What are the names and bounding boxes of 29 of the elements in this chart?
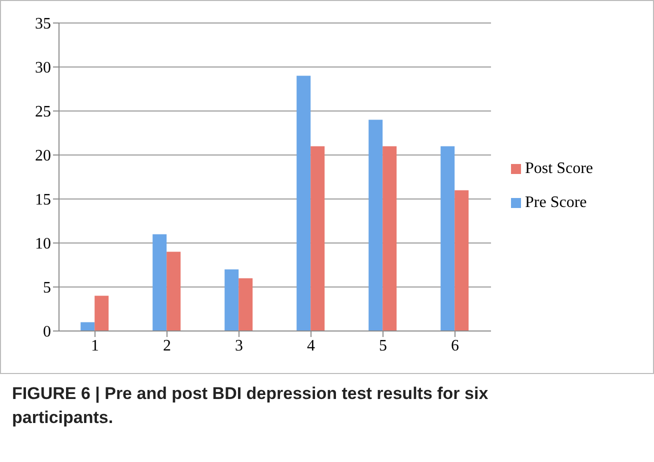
x-tick-label: 2 [163, 337, 171, 354]
bar [166, 252, 181, 331]
bar [238, 278, 253, 331]
bar [382, 146, 397, 331]
bar [296, 76, 311, 331]
y-tick-label: 20 [35, 148, 51, 165]
bar [440, 146, 455, 331]
y-tick-label: 15 [35, 192, 51, 209]
y-tick-label: 25 [35, 104, 51, 121]
bar [224, 269, 239, 331]
bar [80, 322, 95, 331]
x-tick-label: 4 [307, 337, 315, 354]
bar [310, 146, 325, 331]
y-tick-label: 10 [35, 236, 51, 253]
legend-label: Pre Score [525, 194, 587, 211]
bar [152, 234, 167, 331]
x-tick-label: 6 [451, 337, 459, 354]
x-tick-label: 3 [235, 337, 243, 354]
bar [368, 120, 383, 331]
x-tick-label: 5 [379, 337, 387, 354]
caption: FIGURE 6 | Pre and post BDI depression test results for six participants. [12, 383, 490, 429]
bar [94, 296, 109, 331]
x-tick-label: 1 [91, 337, 99, 354]
y-tick-label: 30 [35, 60, 51, 77]
bar [454, 190, 469, 331]
legend-label: Post Score [525, 160, 593, 177]
y-tick-label: 5 [43, 280, 51, 297]
y-tick-label: 35 [35, 16, 51, 33]
y-tick-label: 0 [43, 324, 51, 341]
